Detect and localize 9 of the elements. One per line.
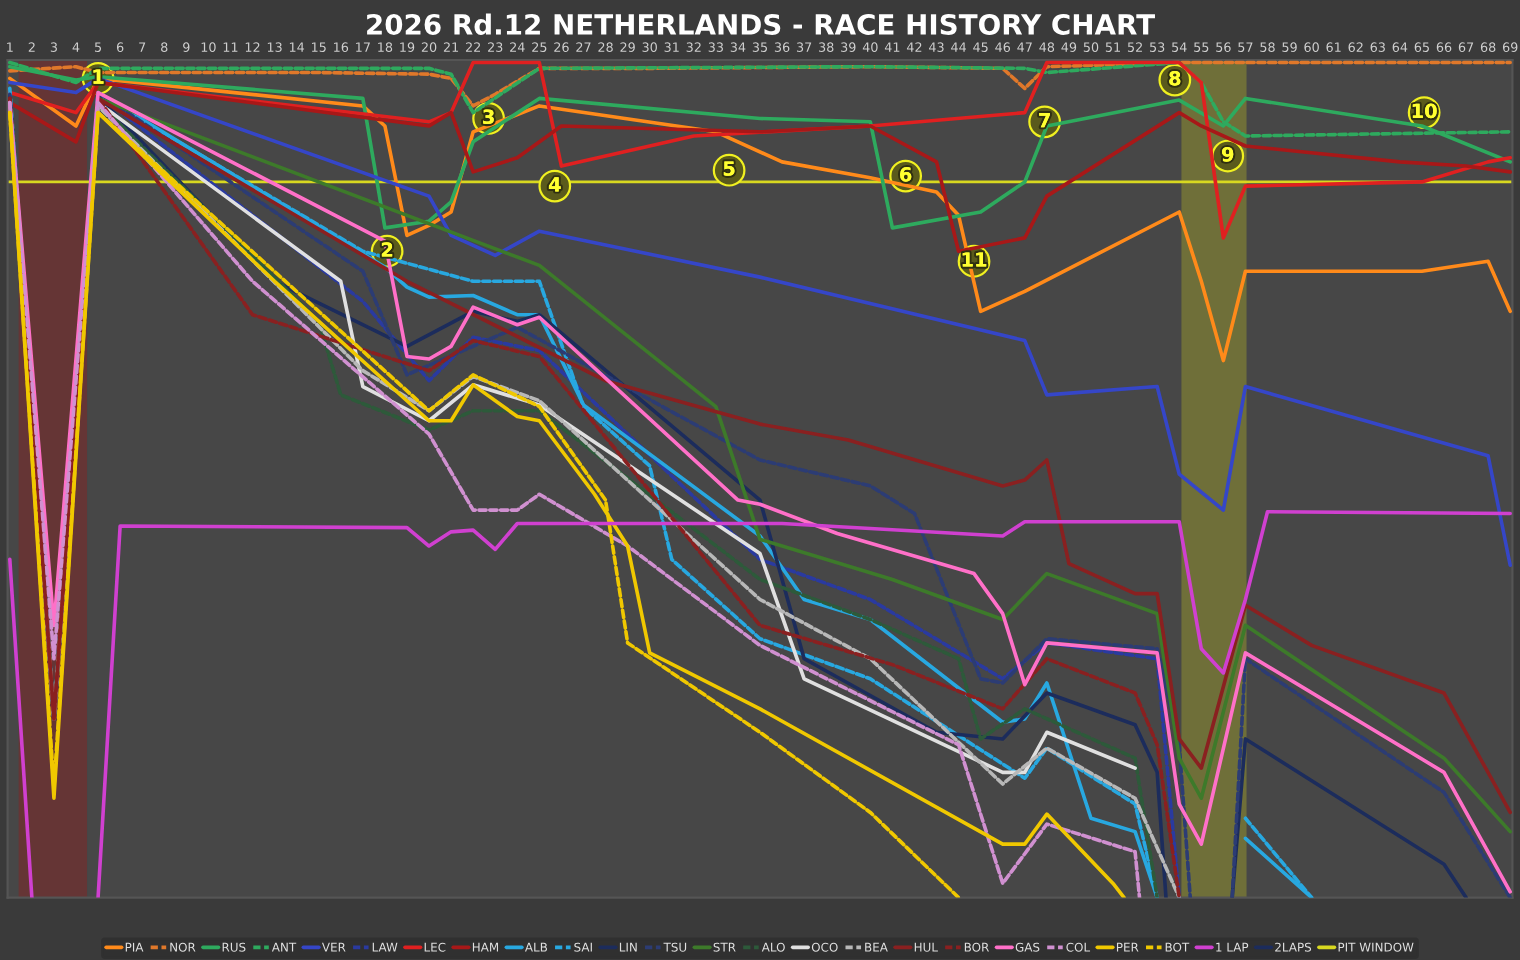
annotation: 6 — [900, 167, 912, 182]
annotation: 10 — [1412, 103, 1437, 119]
chart-title: 2026 Rd.12 NETHERLANDS - RACE HISTORY CHART — [367, 13, 1155, 35]
annotation: 3 — [483, 109, 494, 125]
annotation: 4 — [548, 177, 561, 192]
annotation: 5 — [723, 161, 735, 176]
annotation: 8 — [1169, 70, 1181, 86]
annotation: 7 — [1039, 112, 1050, 128]
annotation: 9 — [1222, 146, 1234, 162]
